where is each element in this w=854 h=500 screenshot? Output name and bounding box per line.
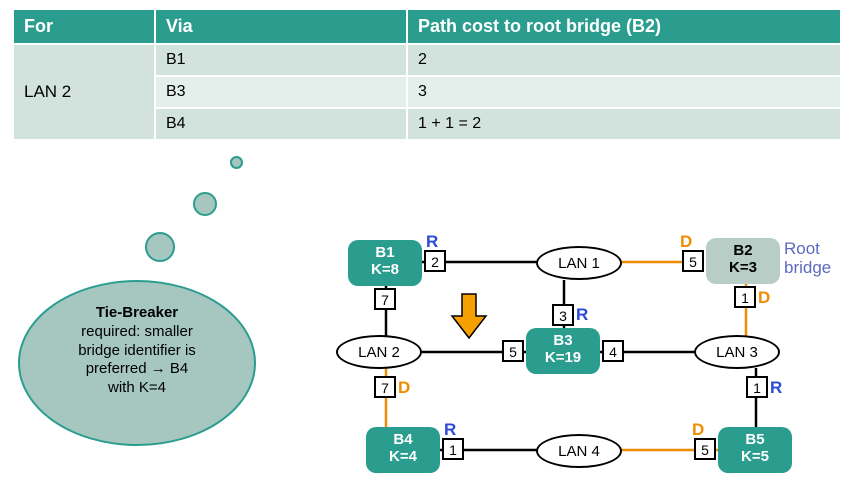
bridge-B3: B3K=19: [526, 328, 600, 374]
cell-cost-0: 2: [407, 44, 841, 76]
cell-for: LAN 2: [13, 44, 155, 140]
p-b1-7: 7: [374, 288, 396, 310]
cloud-line4: preferred → B4: [86, 360, 189, 377]
down-arrow-icon: [450, 292, 490, 342]
p-b2-1: 1: [734, 286, 756, 308]
cell-cost-1: 3: [407, 76, 841, 108]
p-b1-2: 2: [424, 250, 446, 272]
p-b4-1-tag: R: [444, 420, 456, 440]
p-b3-4: 4: [602, 340, 624, 362]
p-b5-1-tag: R: [770, 378, 782, 398]
cloud-line5: with K=4: [108, 379, 166, 396]
p-b2-1-tag: D: [758, 288, 770, 308]
th-for: For: [13, 9, 155, 44]
p-b5-5: 5: [694, 438, 716, 460]
p-b3-3-tag: R: [576, 305, 588, 325]
p-b3-5: 5: [502, 340, 524, 362]
thought-bubble-0: [230, 156, 243, 169]
lan-L4: LAN 4: [536, 434, 622, 468]
cloud-line3: bridge identifier is: [78, 342, 196, 359]
bridge-B5: B5K=5: [718, 427, 792, 473]
root-bridge-label: Root bridge: [784, 240, 831, 277]
network-diagram: B1K=8 B2K=3 B3K=19 B4K=4 B5K=5 LAN 1 LAN 2 LAN …: [300, 210, 840, 490]
p-b5-5-tag: D: [692, 420, 704, 440]
cloud-line2: required: smaller: [81, 323, 193, 340]
cell-via-2: B4: [155, 108, 407, 140]
bridge-B4: B4K=4: [366, 427, 440, 473]
cloud-line1: Tie-Breaker: [96, 304, 178, 321]
cell-via-1: B3: [155, 76, 407, 108]
cell-via-0: B1: [155, 44, 407, 76]
th-via: Via: [155, 9, 407, 44]
p-b1-2-tag: R: [426, 232, 438, 252]
p-b4-7: 7: [374, 376, 396, 398]
p-b4-1: 1: [442, 438, 464, 460]
thought-bubble-1: [193, 192, 217, 216]
p-b4-7-tag: D: [398, 378, 410, 398]
cost-table: For Via Path cost to root bridge (B2) LA…: [12, 8, 842, 141]
cell-cost-2: 1 + 1 = 2: [407, 108, 841, 140]
lan-L2: LAN 2: [336, 335, 422, 369]
p-b3-3: 3: [552, 304, 574, 326]
bridge-B2: B2K=3: [706, 238, 780, 284]
lan-L1: LAN 1: [536, 246, 622, 280]
p-b2-5: 5: [682, 250, 704, 272]
tie-breaker-cloud: Tie-Breaker required: smaller bridge ide…: [18, 280, 256, 446]
bridge-B1: B1K=8: [348, 240, 422, 286]
th-cost: Path cost to root bridge (B2): [407, 9, 841, 44]
thought-bubble-2: [145, 232, 175, 262]
lan-L3: LAN 3: [694, 335, 780, 369]
p-b2-5-tag: D: [680, 232, 692, 252]
p-b5-1: 1: [746, 376, 768, 398]
